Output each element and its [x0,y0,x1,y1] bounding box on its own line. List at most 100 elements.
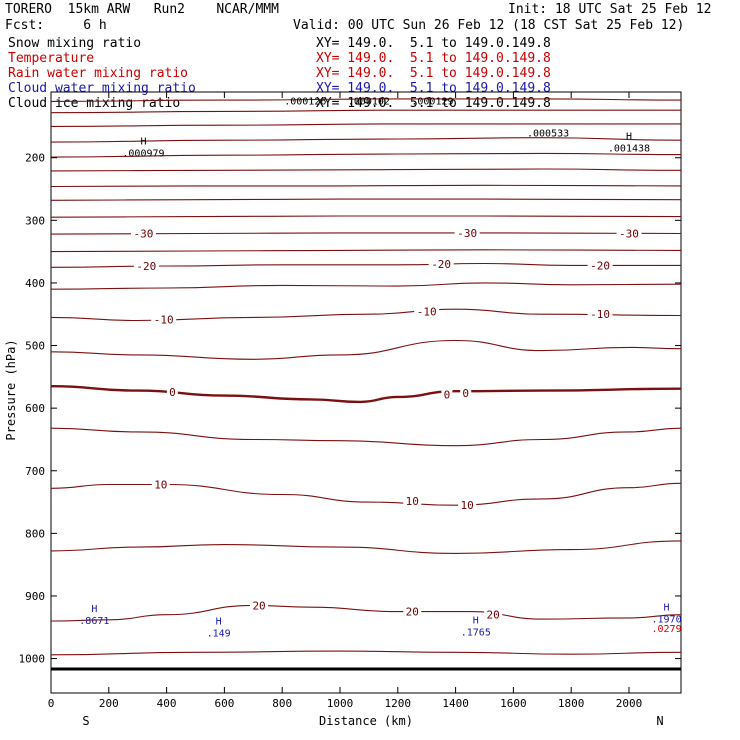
temperature-contour-15 [50,168,682,172]
temperature-contour-12 [50,215,682,218]
contour-label-bg-17 [484,608,503,621]
extremum-value-2: .000533 [527,128,569,139]
y-tick-label-2: 400 [25,277,45,290]
temperature-contours [50,98,682,656]
contour-label-bg-2 [616,227,642,240]
x-end-label-left: S [82,714,89,728]
contour-label-bg-3 [133,260,159,273]
extremum-value-5: .000129 [411,96,453,107]
extremum-value-3: .000126 [284,96,326,107]
contour-label-bg-11 [460,387,472,400]
contour-label-5: -20 [590,259,610,272]
contour-label-bg-12 [151,478,170,491]
legend-cloud-ice-range: XY= 149.0. 5.1 to 149.0.149.8 [316,96,551,111]
temperature-contour-4 [50,427,682,447]
x-end-label-right: N [656,714,663,728]
y-tick-label-6: 800 [25,527,45,540]
extremum-kind-7: H [216,617,222,628]
contour-label-bg-4 [428,258,454,271]
y-tick-label-0: 200 [25,152,45,165]
x-tick-label-5: 1000 [327,697,354,710]
extremum-value-8: .1765 [461,627,491,638]
extremum-value-0: .000979 [122,148,164,159]
x-tick-label-6: 1200 [385,697,412,710]
x-tick-label-1: 200 [99,697,119,710]
temperature-contour-17 [50,137,682,143]
forecast-hour: Fcst: 6 h [5,18,107,33]
contour-label-1: -30 [457,227,477,240]
x-tick-label-7: 1400 [442,697,469,710]
contour-label-2: -30 [619,227,639,240]
extremum-value-6: .8671 [79,616,109,627]
temperature-contour-16 [50,152,682,158]
temperature-contour-5 [50,385,682,404]
temperature-contour-1 [50,604,682,622]
contour-label-4: -20 [431,258,451,271]
extremum-kind-8: H [473,615,479,626]
init-time: Init: 18 UTC Sat 25 Feb 12 [508,2,712,17]
contour-label-0: -30 [134,227,154,240]
contour-label-bg-0 [130,227,156,240]
temperature-contour-0 [50,650,682,656]
extremum-value-4: .000102 [348,96,390,107]
contour-label-14: 10 [461,499,474,512]
contour-label-bg-10 [441,388,453,401]
model-title: TORERO 15km ARW Run2 NCAR/MMM [5,2,279,17]
contour-label-bg-16 [403,605,422,618]
contour-label-bg-5 [587,259,613,272]
extremum-kind-0: H [140,136,146,147]
x-tick-label-2: 400 [157,697,177,710]
temperature-contour-2 [50,540,682,554]
contour-label-bg-13 [403,494,422,507]
legend-snow-label: Snow mixing ratio [8,36,142,51]
temperature-contour-20 [50,98,682,102]
legend-snow-range: XY= 149.0. 5.1 to 149.0.149.8 [316,36,551,51]
temperature-contour-8 [50,282,682,290]
y-tick-label-8: 1000 [19,653,46,666]
contour-label-16: 20 [406,606,419,619]
contour-label-17: 20 [487,609,500,622]
legend-temperature-label: Temperature [8,51,95,66]
y-tick-label-4: 600 [25,402,45,415]
y-tick-label-1: 300 [25,214,45,227]
temperature-contour-18 [50,123,681,127]
y-axis-label: Pressure (hPa) [4,339,18,440]
x-axis-ticks: 0 200 400 600 800 1000 1200 1400 1600 1800 2000 [48,92,642,710]
contour-label-bg-15 [250,599,269,612]
x-tick-label-4: 800 [272,697,292,710]
x-tick-label-8: 1600 [500,697,527,710]
contour-label-9: 0 [169,386,176,399]
contour-label-bg-7 [414,305,440,318]
contour-label-6: -10 [154,313,174,326]
y-tick-label-5: 700 [25,465,45,478]
extremum-kind-1: H [626,131,632,142]
extremum-value-7: .149 [207,629,231,640]
valid-time: Valid: 00 UTC Sun 26 Feb 12 (18 CST Sat … [293,18,685,33]
y-tick-label-7: 900 [25,590,45,603]
temperature-contour-9 [50,262,681,268]
temperature-contour-6 [50,339,682,360]
x-tick-label-0: 0 [48,697,55,710]
legend-rain-range: XY= 149.0. 5.1 to 149.0.149.8 [316,66,551,81]
extremum-value-1: .001438 [608,143,650,154]
contour-label-bg-1 [454,226,480,239]
extremum-kind-9: H [664,603,670,614]
contour-label-7: -10 [417,306,437,319]
temperature-contour-13 [50,198,682,201]
plot-frame [50,91,682,694]
extrema-markers: H.000979H.001438.000533.000126.000102.00… [79,96,681,639]
contour-label-10: 0 [444,388,451,401]
contour-label-bg-14 [458,499,477,512]
contour-label-3: -20 [136,260,156,273]
extremum-value-10: .0279 [651,624,681,635]
contour-label-bg-9 [166,385,178,398]
x-axis-label: Distance (km) [319,714,413,728]
contour-label-bg-6 [151,313,177,326]
contour-label-13: 10 [406,495,419,508]
legend-temperature-range: XY= 149.0. 5.1 to 149.0.149.8 [316,51,551,66]
contour-label-15: 20 [252,599,265,612]
contour-label-12: 10 [154,479,167,492]
contour-label-bg-8 [587,308,613,321]
